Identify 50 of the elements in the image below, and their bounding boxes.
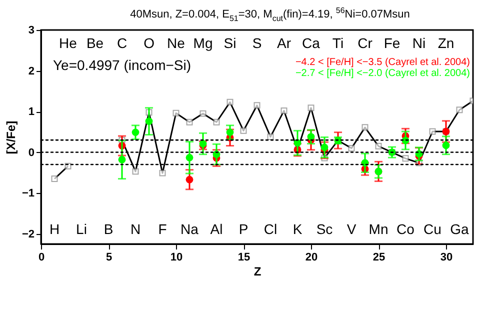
annotation: C (116, 35, 128, 51)
annotation: Al (210, 221, 223, 237)
x-axis-title: Z (254, 264, 262, 278)
annotation: Na (180, 221, 199, 237)
y-tick-label: 0 (28, 146, 34, 159)
x-tick-label: 25 (372, 252, 386, 264)
annotation: Ar (277, 35, 292, 51)
y-axis-title: [X/Fe] (4, 120, 18, 154)
annotation: O (144, 35, 155, 51)
annotation: Li (76, 221, 87, 237)
annotation: N (130, 221, 141, 237)
y-tick-label: 2 (28, 65, 34, 78)
annotation: S (252, 35, 262, 51)
annotation: Be (86, 35, 104, 51)
y-tick-label: 3 (28, 24, 34, 36)
text: −4.2 < [Fe/H] <−3.5 (Cayrel et al. 2004) (295, 57, 470, 68)
annotation: V (346, 221, 357, 237)
chart-title: 40Msun, Z=0.004, E$_{51}$=30, M$_{cut}$(fin)=4.19, $^{56}$Ni=0.07Msun (129, 5, 411, 23)
x-tick-label: 5 (106, 252, 112, 264)
x-tick-label: 30 (440, 252, 453, 264)
annotation: H (49, 221, 60, 237)
y-tick-label: −1 (22, 188, 34, 200)
x-tick-label: 15 (238, 252, 250, 264)
annotation: Fe (384, 35, 400, 51)
annotation: Ti (332, 35, 344, 51)
annotation: Ca (302, 35, 320, 51)
annotation: Sc (316, 221, 333, 237)
annotation: Mg (193, 35, 213, 51)
text: −2.7 < [Fe/H] <−2.0 (Cayrel et al. 2004) (295, 68, 470, 79)
annotation: He (59, 35, 78, 51)
annotation: B (104, 221, 114, 237)
annotation: F (158, 221, 167, 237)
annotation: Ga (450, 221, 470, 237)
x-tick-label: 0 (38, 252, 45, 264)
x-tick-label: 20 (305, 252, 318, 264)
annotation: Cl (264, 221, 278, 237)
annotation: Ye=0.4997 (incom−Si) (53, 57, 192, 73)
annotation: Zn (438, 35, 454, 51)
annotation: Co (396, 221, 415, 237)
annotation: Cr (358, 35, 373, 51)
x-tick-label: 10 (170, 252, 183, 264)
annotation: Mn (368, 221, 388, 237)
annotation: Cu (424, 221, 442, 237)
annotation: Ne (167, 35, 186, 51)
annotation: Si (224, 35, 236, 51)
annotation: P (238, 221, 248, 237)
y-tick-label: −2 (22, 228, 34, 240)
annotation: Ni (412, 35, 426, 51)
y-tick-label: 1 (28, 106, 34, 118)
annotation: K (292, 221, 303, 237)
